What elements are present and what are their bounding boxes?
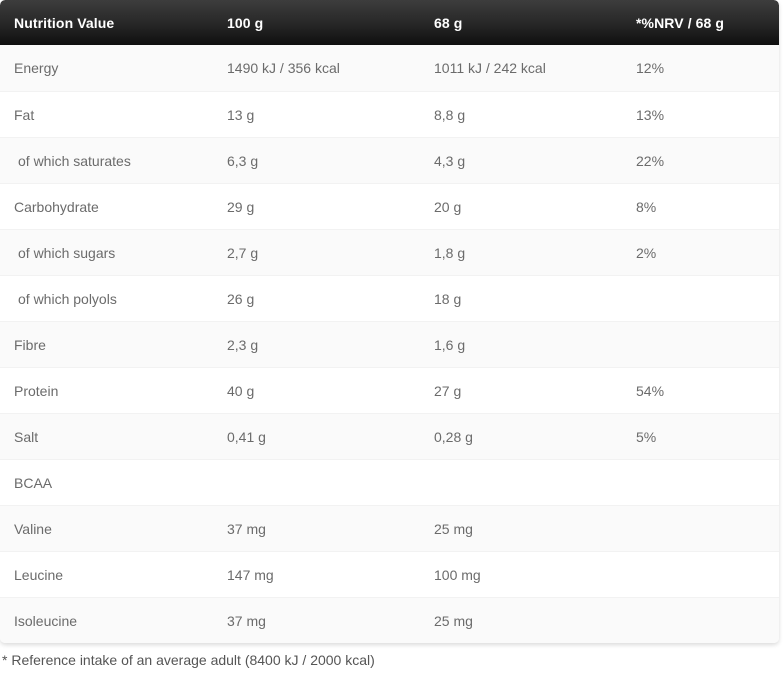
- value-nrv-percent: 2%: [636, 244, 657, 261]
- table-row: Isoleucine 37 mg 25 mg: [0, 597, 779, 643]
- value-per-68g: 0,28 g: [434, 428, 473, 445]
- value-per-68g: 27 g: [434, 382, 462, 399]
- nutrient-label: Salt: [14, 428, 39, 445]
- table-row: Fibre 2,3 g 1,6 g: [0, 321, 779, 367]
- value-per-68g: 1,6 g: [434, 336, 466, 353]
- nutrient-label: of which saturates: [18, 152, 131, 169]
- value-nrv-percent: 22%: [636, 152, 665, 169]
- table-row: of which sugars 2,7 g 1,8 g 2%: [0, 229, 779, 275]
- header-per-100g: 100 g: [227, 14, 264, 31]
- table-row: Salt 0,41 g 0,28 g 5%: [0, 413, 779, 459]
- nutrient-label: Fibre: [14, 336, 46, 353]
- value-nrv-percent: 54%: [636, 382, 665, 399]
- nutrient-label: Valine: [14, 520, 52, 537]
- nutrient-label: BCAA: [14, 474, 53, 491]
- table-row: of which saturates 6,3 g 4,3 g 22%: [0, 137, 779, 183]
- nutrition-table: Nutrition Value 100 g 68 g *%NRV / 68 g …: [0, 0, 779, 643]
- value-per-68g: 4,3 g: [434, 152, 466, 169]
- nutrient-label: of which polyols: [18, 290, 117, 307]
- header-per-68g: 68 g: [434, 14, 463, 31]
- table-row: Protein 40 g 27 g 54%: [0, 367, 779, 413]
- nutrient-label: Protein: [14, 382, 59, 399]
- value-per-100g: 26 g: [227, 290, 255, 307]
- value-per-68g: 1011 kJ / 242 kcal: [434, 60, 546, 76]
- table-row: Energy 1490 kJ / 356 kcal 1011 kJ / 242 …: [0, 45, 779, 91]
- value-per-100g: 37 mg: [227, 612, 266, 629]
- value-nrv-percent: 13%: [636, 106, 665, 123]
- value-per-100g: 6,3 g: [227, 152, 259, 169]
- value-per-68g: 25 mg: [434, 612, 473, 629]
- value-per-100g: 29 g: [227, 198, 255, 215]
- value-per-100g: 37 mg: [227, 520, 266, 537]
- value-per-68g: 18 g: [434, 290, 462, 307]
- header-nutrition-value: Nutrition Value: [14, 14, 115, 31]
- value-per-68g: 20 g: [434, 198, 462, 215]
- value-per-68g: 25 mg: [434, 520, 473, 537]
- value-per-68g: 1,8 g: [434, 244, 466, 261]
- nutrient-label: of which sugars: [18, 244, 116, 261]
- header-nrv-per-68g: *%NRV / 68 g: [636, 14, 725, 31]
- nutrient-label: Isoleucine: [14, 612, 78, 629]
- table-row: Fat 13 g 8,8 g 13%: [0, 91, 779, 137]
- nutrient-label: Leucine: [14, 566, 64, 583]
- table-row: of which polyols 26 g 18 g: [0, 275, 779, 321]
- table-header-row: Nutrition Value 100 g 68 g *%NRV / 68 g: [0, 0, 779, 45]
- value-nrv-percent: 8%: [636, 198, 657, 215]
- value-per-100g: 1490 kJ / 356 kcal: [227, 60, 340, 76]
- value-per-100g: 2,7 g: [227, 244, 259, 261]
- value-nrv-percent: 5%: [636, 428, 657, 445]
- value-per-68g: 100 mg: [434, 566, 481, 583]
- value-per-100g: 0,41 g: [227, 428, 266, 445]
- value-per-100g: 147 mg: [227, 566, 274, 583]
- table-row: Carbohydrate 29 g 20 g 8%: [0, 183, 779, 229]
- reference-intake-footnote: * Reference intake of an average adult (…: [2, 652, 375, 668]
- value-per-100g: 40 g: [227, 382, 255, 399]
- nutrient-label: Carbohydrate: [14, 198, 99, 215]
- table-row: Leucine 147 mg 100 mg: [0, 551, 779, 597]
- nutrient-label: Fat: [14, 106, 35, 123]
- value-per-68g: 8,8 g: [434, 106, 466, 123]
- table-row: Valine 37 mg 25 mg: [0, 505, 779, 551]
- table-row: BCAA: [0, 459, 779, 505]
- table-body: Energy 1490 kJ / 356 kcal 1011 kJ / 242 …: [0, 45, 779, 643]
- value-per-100g: 2,3 g: [227, 336, 259, 353]
- value-nrv-percent: 12%: [636, 60, 665, 76]
- value-per-100g: 13 g: [227, 106, 255, 123]
- nutrient-label: Energy: [14, 60, 59, 76]
